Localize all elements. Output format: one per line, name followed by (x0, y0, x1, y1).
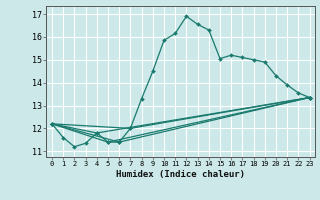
X-axis label: Humidex (Indice chaleur): Humidex (Indice chaleur) (116, 170, 245, 179)
